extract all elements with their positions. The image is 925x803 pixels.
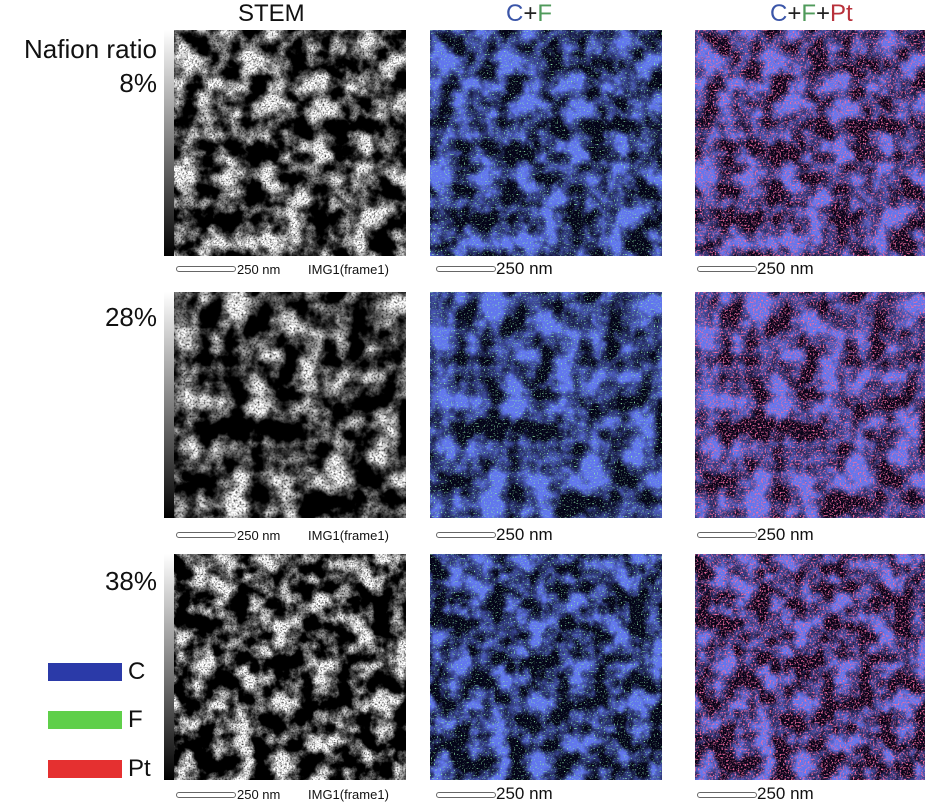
legend-label-fluorine: F: [128, 706, 143, 733]
carbon-label: C: [506, 0, 524, 27]
scale-bar: [697, 266, 757, 272]
scale-label: 250 nm: [496, 525, 553, 544]
legend-swatch-platinum: [48, 760, 122, 778]
scale-label: 250 nm: [757, 784, 814, 803]
scale-bar: [436, 266, 496, 272]
stem-image-38: [174, 554, 406, 780]
cf-map-38: [430, 554, 662, 780]
scale-label: 250 nm: [237, 262, 281, 277]
intensity-gradient-bar: [164, 292, 174, 518]
image-tag: IMG1(frame1): [308, 262, 389, 277]
plus-sign: +: [787, 0, 802, 27]
platinum-label: Pt: [830, 0, 853, 27]
plus-sign: +: [523, 0, 538, 27]
image-tag: IMG1(frame1): [308, 787, 389, 802]
legend-swatch-carbon: [48, 663, 122, 681]
cfpt-map-28: [695, 292, 925, 518]
plus-sign: +: [816, 0, 831, 27]
scale-bar: [697, 532, 757, 538]
fluorine-label: F: [537, 0, 553, 27]
scale-label: 250 nm: [757, 259, 814, 278]
legend-label-carbon: C: [128, 658, 146, 685]
scale-bar: [176, 792, 236, 798]
intensity-gradient-bar: [164, 30, 174, 256]
scale-label: 250 nm: [757, 525, 814, 544]
scale-bar: [436, 532, 496, 538]
scale-bar: [176, 532, 236, 538]
row-label-38: 38%: [104, 566, 157, 596]
stem-image-8: [174, 30, 406, 256]
cf-map-8: [430, 30, 662, 256]
legend-label-platinum: Pt: [128, 755, 151, 782]
column-title-c-f: C+F: [506, 0, 552, 28]
row-label-28: 28%: [104, 302, 157, 332]
scale-bar: [697, 792, 757, 798]
carbon-label: C: [770, 0, 788, 27]
image-tag: IMG1(frame1): [308, 528, 389, 543]
cf-map-28: [430, 292, 662, 518]
cfpt-map-38: [695, 554, 925, 780]
stem-image-28: [174, 292, 406, 518]
scale-label: 250 nm: [496, 784, 553, 803]
row-label-8: 8%: [119, 68, 157, 98]
column-title-c-f-pt: C+F+Pt: [770, 0, 853, 28]
fluorine-label: F: [801, 0, 817, 27]
scale-label: 250 nm: [237, 787, 281, 802]
row-header: Nafion ratio: [24, 34, 157, 64]
scale-label: 250 nm: [237, 528, 281, 543]
scale-label: 250 nm: [496, 259, 553, 278]
scale-bar: [436, 792, 496, 798]
intensity-gradient-bar: [164, 554, 174, 780]
scale-bar: [176, 266, 236, 272]
cfpt-map-8: [695, 30, 925, 256]
legend-swatch-fluorine: [48, 711, 122, 729]
column-title-stem: STEM: [238, 0, 305, 27]
